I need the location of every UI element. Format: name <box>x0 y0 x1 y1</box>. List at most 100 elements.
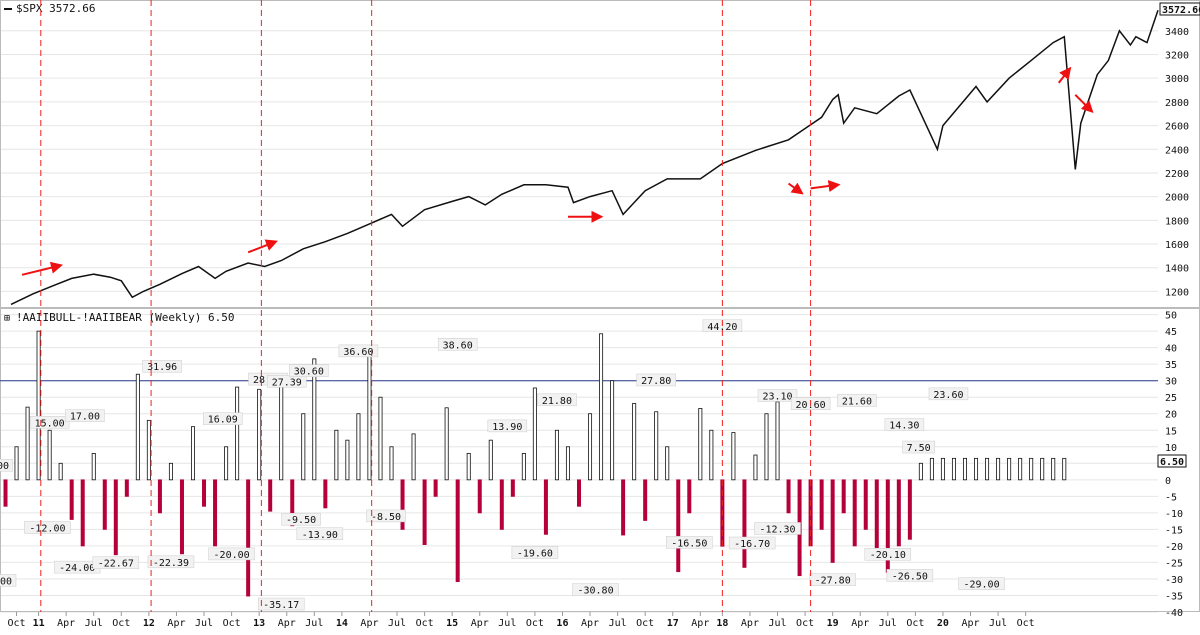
aaii-bar <box>731 432 736 481</box>
spx-last-value-tag: 3572.66 <box>1159 2 1200 16</box>
aaii-bar <box>477 479 482 514</box>
value-label-box <box>928 387 969 401</box>
aaii-bar <box>345 439 350 481</box>
x-tick-label: 11 <box>33 618 45 629</box>
x-tick-label: Jul <box>989 618 1007 629</box>
aaii-bar <box>1029 457 1034 481</box>
value-label: 13.90 <box>492 422 522 433</box>
value-label: -22.39 <box>153 558 189 569</box>
aaii-bar <box>124 479 129 497</box>
spx-y-tick-label: 1600 <box>1165 240 1189 251</box>
spx-frame <box>0 0 1200 308</box>
x-tick-label: Apr <box>851 618 869 629</box>
aaii-bar <box>1018 457 1023 481</box>
spx-price-line <box>10 10 1159 306</box>
x-tick-label: 18 <box>716 618 728 629</box>
aaii-bar <box>610 380 615 481</box>
value-label-box <box>92 556 140 569</box>
spx-y-tick-label: 1800 <box>1165 216 1189 227</box>
aaii-bar <box>907 479 912 540</box>
value-label-box <box>886 569 934 582</box>
aaii-y-tick-label: -20 <box>1165 542 1183 553</box>
aaii-bar <box>444 407 449 481</box>
x-axis-date-ticks: Oct 11 Apr Jul Oct 12 Apr Jul Oct 13 Apr Jul 14 Apr Ju… <box>8 612 1035 629</box>
value-label: 23.10 <box>762 391 792 402</box>
trend-arrow <box>21 261 63 276</box>
aaii-bar <box>985 457 990 481</box>
aaii-bar <box>455 479 460 582</box>
x-tick-label: Jul <box>498 618 516 629</box>
aaii-y-tick-label: -10 <box>1165 509 1183 520</box>
x-tick-label: Oct <box>636 618 654 629</box>
aaii-bar <box>665 446 670 481</box>
spx-y-tick-label: 3000 <box>1165 74 1189 85</box>
aaii-bar <box>874 479 879 553</box>
aaii-bar <box>599 333 604 481</box>
aaii-y-tick-label: 20 <box>1165 410 1177 421</box>
spx-y-tick-label: 2800 <box>1165 98 1189 109</box>
x-tick-label: 16 <box>556 618 568 629</box>
value-label: 17.00 <box>70 412 100 423</box>
value-label-box <box>0 458 13 472</box>
aaii-y-tick-label: -30 <box>1165 575 1183 586</box>
value-label-box <box>208 547 255 561</box>
aaii-bars <box>3 330 1067 597</box>
x-tick-label: 13 <box>253 618 265 629</box>
value-label-box <box>757 389 798 402</box>
aaii-bar <box>224 446 229 481</box>
aaii-bar <box>367 351 372 481</box>
aaii-bar <box>543 479 548 535</box>
aaii-y-tick-label: 50 <box>1165 311 1177 322</box>
value-label: 36.60 <box>343 347 373 358</box>
x-tick-label: Jul <box>609 618 627 629</box>
value-label-box <box>296 527 344 541</box>
value-label: -20.10 <box>870 550 906 561</box>
value-label-box <box>572 583 619 596</box>
aaii-value-labels: .00 8.00 15.00 -12.00 -24.00 17.00 -22.67 31.96… <box>0 319 1005 611</box>
spx-y-axis: 1200 1400 1600 1800 2000 2200 2400 2600 2800 3000… <box>1165 27 1189 299</box>
x-tick-label: Apr <box>167 618 185 629</box>
spx-y-tick-label: 2600 <box>1165 122 1189 133</box>
x-tick-label: 14 <box>336 618 348 629</box>
x-tick-label: Oct <box>112 618 130 629</box>
x-tick-label: Oct <box>526 618 544 629</box>
value-label: -35.17 <box>263 600 299 611</box>
spx-y-tick-label: 2400 <box>1165 145 1189 156</box>
x-tick-label: Apr <box>741 618 759 629</box>
value-label: -16.50 <box>671 538 707 549</box>
aaii-bar <box>654 411 659 481</box>
aaii-bar <box>1051 457 1056 481</box>
spx-y-tick-label: 3200 <box>1165 50 1189 61</box>
value-label-box <box>257 597 305 611</box>
aaii-legend: ⊞ !AAIIBULL-!AAIIBEAR (Weekly) 6.50 <box>4 311 235 324</box>
aaii-y-tick-label: 35 <box>1165 360 1177 371</box>
aaii-bar <box>621 479 626 536</box>
aaii-bar <box>312 358 317 481</box>
aaii-bar <box>58 462 63 481</box>
aaii-bar <box>378 396 383 481</box>
x-tick-label: Oct <box>8 618 26 629</box>
aaii-last-value-tag: 6.50 <box>1157 454 1187 468</box>
value-label: 27.39 <box>272 377 302 388</box>
aaii-bar <box>14 446 19 481</box>
aaii-bar <box>577 479 582 507</box>
aaii-bar <box>290 479 295 527</box>
aaii-legend-icon: ⊞ <box>4 313 10 324</box>
aaii-bar <box>565 446 570 481</box>
x-tick-label: Oct <box>796 618 814 629</box>
trend-arrow <box>1074 94 1094 114</box>
value-label-box <box>147 555 195 569</box>
aaii-bar <box>36 330 41 481</box>
aaii-bar <box>764 413 769 481</box>
aaii-bar <box>488 439 493 481</box>
aaii-bar <box>698 408 703 481</box>
value-label: 21.60 <box>842 396 872 407</box>
x-tick-label: Oct <box>223 618 241 629</box>
x-tick-label: Jul <box>85 618 103 629</box>
value-label: -19.60 <box>517 549 553 560</box>
aaii-bar <box>1062 457 1067 481</box>
aaii-bar <box>168 462 173 481</box>
x-tick-label: Apr <box>278 618 296 629</box>
aaii-bar <box>499 479 504 530</box>
